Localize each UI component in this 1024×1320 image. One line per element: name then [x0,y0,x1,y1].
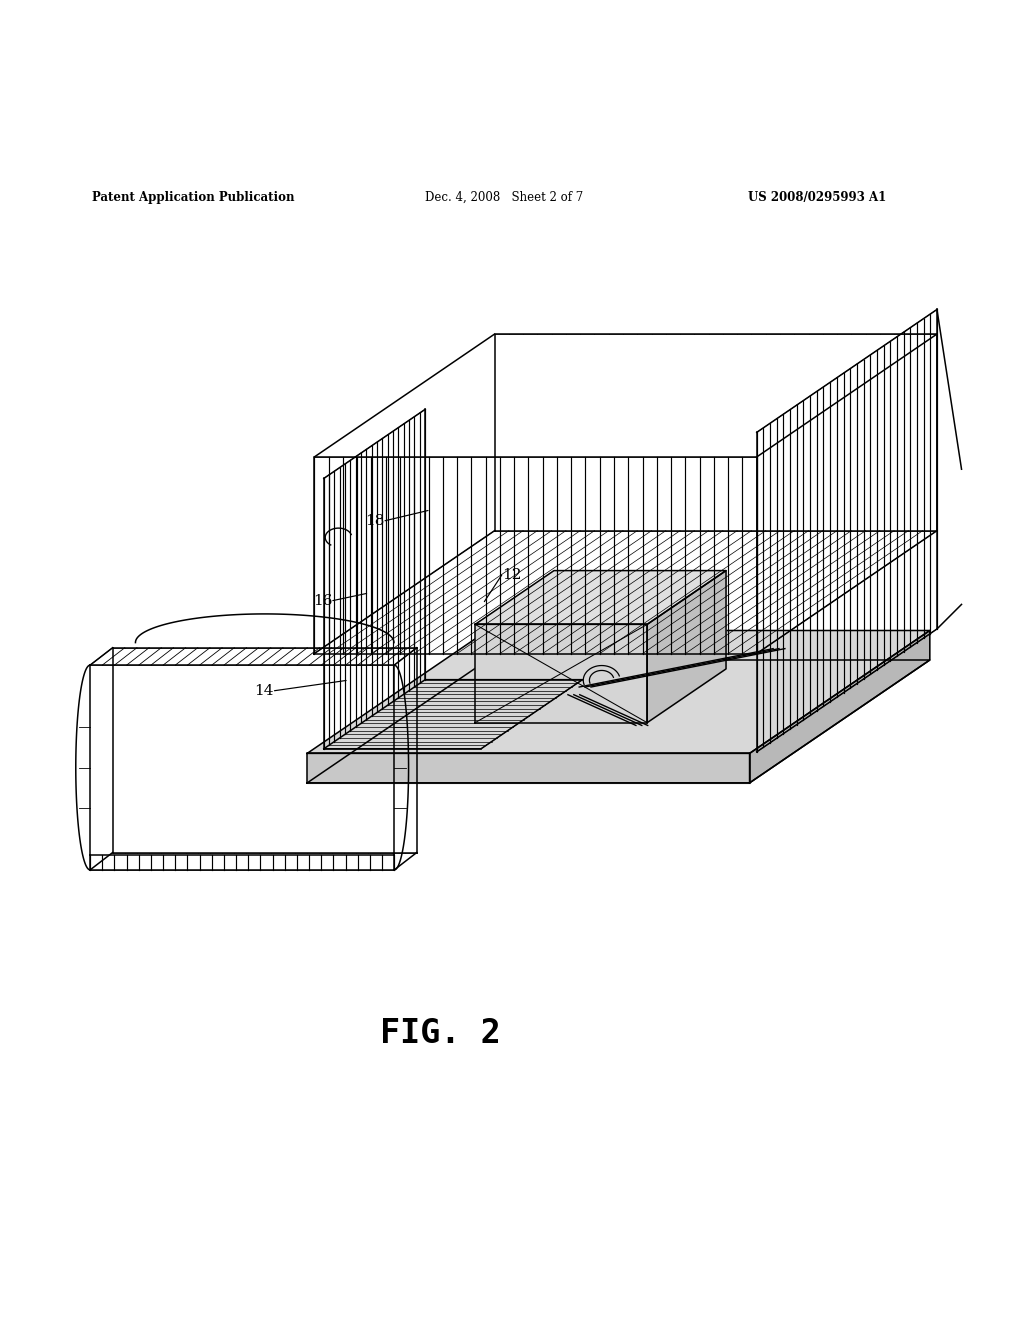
Text: FIG. 2: FIG. 2 [380,1018,501,1051]
Polygon shape [475,624,647,722]
Polygon shape [307,754,750,783]
Text: 16: 16 [312,594,333,607]
Polygon shape [307,631,930,754]
Text: 12: 12 [502,568,522,582]
Text: US 2008/0295993 A1: US 2008/0295993 A1 [748,190,886,203]
Polygon shape [750,631,930,783]
Text: 18: 18 [366,513,384,528]
Polygon shape [475,570,726,624]
Polygon shape [307,660,930,783]
Polygon shape [647,570,726,722]
Text: Patent Application Publication: Patent Application Publication [92,190,295,203]
Text: Dec. 4, 2008   Sheet 2 of 7: Dec. 4, 2008 Sheet 2 of 7 [425,190,584,203]
Text: 14: 14 [254,684,274,698]
